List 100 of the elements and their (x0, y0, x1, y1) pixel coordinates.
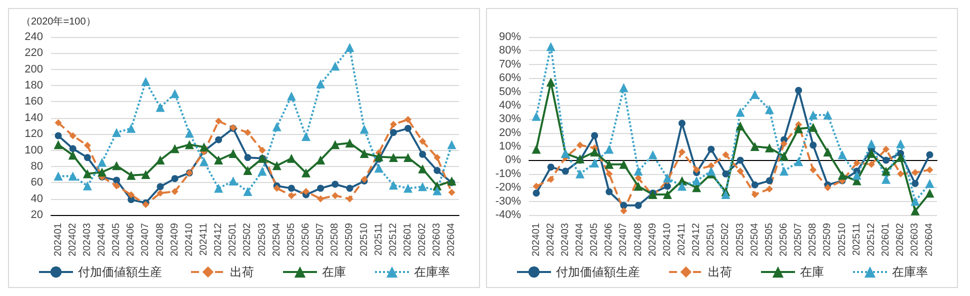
point (868, 160, 875, 168)
legend-label: 在庫率 (892, 265, 928, 279)
point (404, 116, 412, 124)
x-tick-label: 202403 (82, 222, 93, 256)
y-tick-label: 60% (498, 72, 522, 84)
point (620, 202, 628, 209)
x-tick-label: 202409 (647, 222, 658, 256)
x-tick-label: 202404 (574, 222, 586, 256)
point (590, 148, 600, 157)
point (288, 192, 295, 200)
y-tick-label: 20% (498, 126, 522, 139)
point (448, 188, 456, 196)
point (434, 154, 441, 162)
point (882, 146, 890, 153)
x-tick-label: 202603 (432, 222, 443, 256)
point (171, 175, 178, 182)
point (823, 148, 832, 157)
x-tick-label: 202509 (822, 222, 834, 256)
x-tick-label: 202404 (96, 222, 108, 256)
point (662, 190, 672, 199)
y-tick-label: -10% (495, 168, 522, 180)
x-tick-label: 202602 (895, 222, 906, 256)
x-tick-label: 202602 (417, 222, 428, 256)
point (808, 122, 818, 132)
point (156, 190, 164, 197)
point (866, 139, 876, 148)
y-tick-label: 160 (24, 96, 43, 108)
point (808, 110, 818, 120)
point (604, 144, 614, 154)
x-tick-label: 202412 (213, 222, 224, 256)
point (794, 157, 804, 166)
x-tick-label: 202408 (154, 222, 166, 256)
legend-label: 付加価値額生産 (77, 265, 162, 279)
legend-label: 出荷 (708, 265, 732, 279)
y-tick-label: 80 (30, 160, 43, 172)
point (853, 159, 860, 166)
point (330, 62, 340, 71)
point (606, 188, 613, 196)
x-tick-label: 202506 (300, 222, 312, 256)
y-tick-label: 10% (498, 140, 522, 153)
x-tick-label: 202408 (632, 222, 644, 256)
point (634, 174, 642, 182)
point (619, 83, 628, 92)
point (126, 170, 136, 180)
x-tick-label: 202604 (446, 222, 458, 256)
x-tick-label: 202512 (866, 222, 877, 256)
point (286, 92, 296, 101)
point (766, 177, 773, 184)
point (360, 124, 369, 134)
point (882, 174, 890, 184)
legend-label: 在庫率 (414, 265, 450, 279)
x-tick-label: 202410 (662, 222, 673, 256)
x-tick-label: 202604 (924, 222, 936, 256)
point (576, 169, 584, 178)
point (604, 160, 614, 169)
point (244, 154, 252, 162)
point (678, 182, 686, 191)
point (434, 167, 441, 174)
x-tick-label: 202401 (530, 222, 542, 256)
point (882, 156, 890, 164)
point (113, 182, 120, 190)
y-tick-label: -20% (495, 182, 522, 194)
x-tick-label: 202412 (691, 222, 702, 256)
legend-label: 付加価値額生産 (555, 265, 640, 279)
x-tick-label: 202510 (358, 222, 370, 256)
point (273, 184, 280, 192)
point (345, 43, 354, 52)
point (332, 192, 339, 200)
x-tick-label: 202509 (344, 222, 356, 256)
point (576, 154, 584, 164)
point (447, 140, 456, 150)
point (54, 132, 62, 140)
x-tick-label: 202407 (618, 222, 630, 256)
point (896, 139, 906, 148)
point (184, 140, 194, 150)
point (54, 119, 62, 126)
y-tick-label: 120 (24, 128, 43, 140)
point (170, 144, 180, 154)
point (721, 190, 730, 199)
point (794, 124, 804, 134)
point (404, 184, 412, 193)
point (302, 132, 310, 142)
point (708, 162, 715, 170)
point (156, 102, 165, 112)
y-tick-label: 0% (505, 154, 522, 166)
point (302, 168, 310, 178)
point (215, 136, 222, 144)
x-tick-label: 202503 (734, 222, 746, 256)
y-tick-label: 60 (30, 176, 43, 189)
y-tick-label: 20 (30, 209, 43, 221)
point (214, 155, 224, 164)
legend-label: 出荷 (230, 265, 254, 279)
x-tick-label: 202507 (793, 222, 804, 256)
point (317, 195, 324, 202)
point (546, 78, 556, 87)
point (678, 148, 686, 156)
x-tick-label: 202505 (764, 222, 775, 256)
y-tick-label: 30% (498, 113, 522, 126)
point (664, 182, 671, 190)
legend-label: 在庫 (800, 265, 824, 279)
